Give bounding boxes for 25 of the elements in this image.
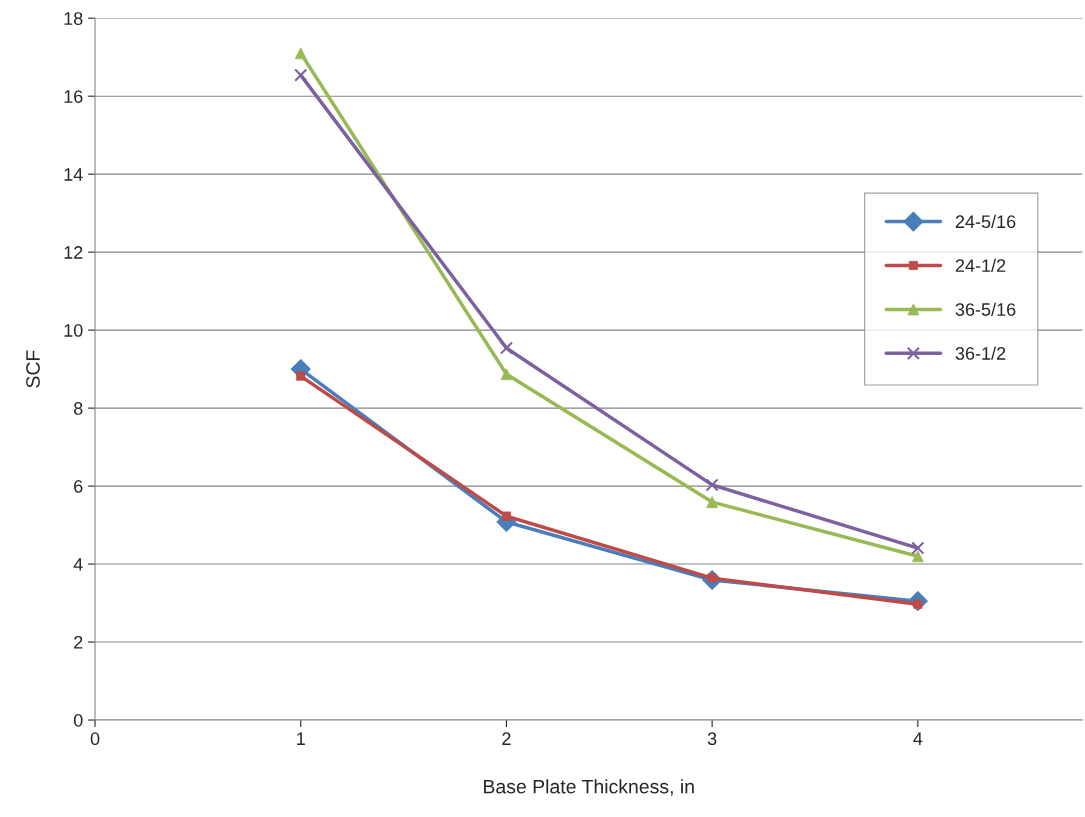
x-tick-label: 2 bbox=[502, 732, 511, 745]
point bbox=[499, 341, 514, 355]
y-tick-label: 18 bbox=[64, 12, 83, 25]
x-axis-title: Base Plate Thickness, in bbox=[484, 779, 694, 796]
legend-label: 36-1/2 bbox=[955, 346, 1006, 360]
point bbox=[911, 541, 925, 555]
legend-label: 24-5/16 bbox=[955, 214, 1016, 229]
y-tick-label: 10 bbox=[64, 324, 83, 337]
y-tick-label: 8 bbox=[73, 402, 83, 415]
x-tick-label: 4 bbox=[913, 732, 923, 745]
x-tick-label: 0 bbox=[90, 732, 100, 746]
y-tick-label: 16 bbox=[64, 90, 83, 103]
y-tick-label: 6 bbox=[74, 480, 83, 493]
point bbox=[705, 478, 719, 492]
x-tick-label: 1 bbox=[297, 732, 305, 745]
y-axis-title: SCF bbox=[26, 350, 40, 388]
y-tick-label: 4 bbox=[73, 558, 83, 571]
y-tick-label: 12 bbox=[64, 246, 83, 259]
legend-label: 36-5/16 bbox=[955, 302, 1016, 316]
x-tick-label: 3 bbox=[707, 732, 717, 746]
y-tick-label: 14 bbox=[64, 168, 83, 181]
point bbox=[294, 68, 308, 82]
y-tick-label: 2 bbox=[74, 635, 83, 649]
y-tick-label: 0 bbox=[73, 713, 83, 727]
legend-label: 24-1/2 bbox=[955, 258, 1006, 272]
